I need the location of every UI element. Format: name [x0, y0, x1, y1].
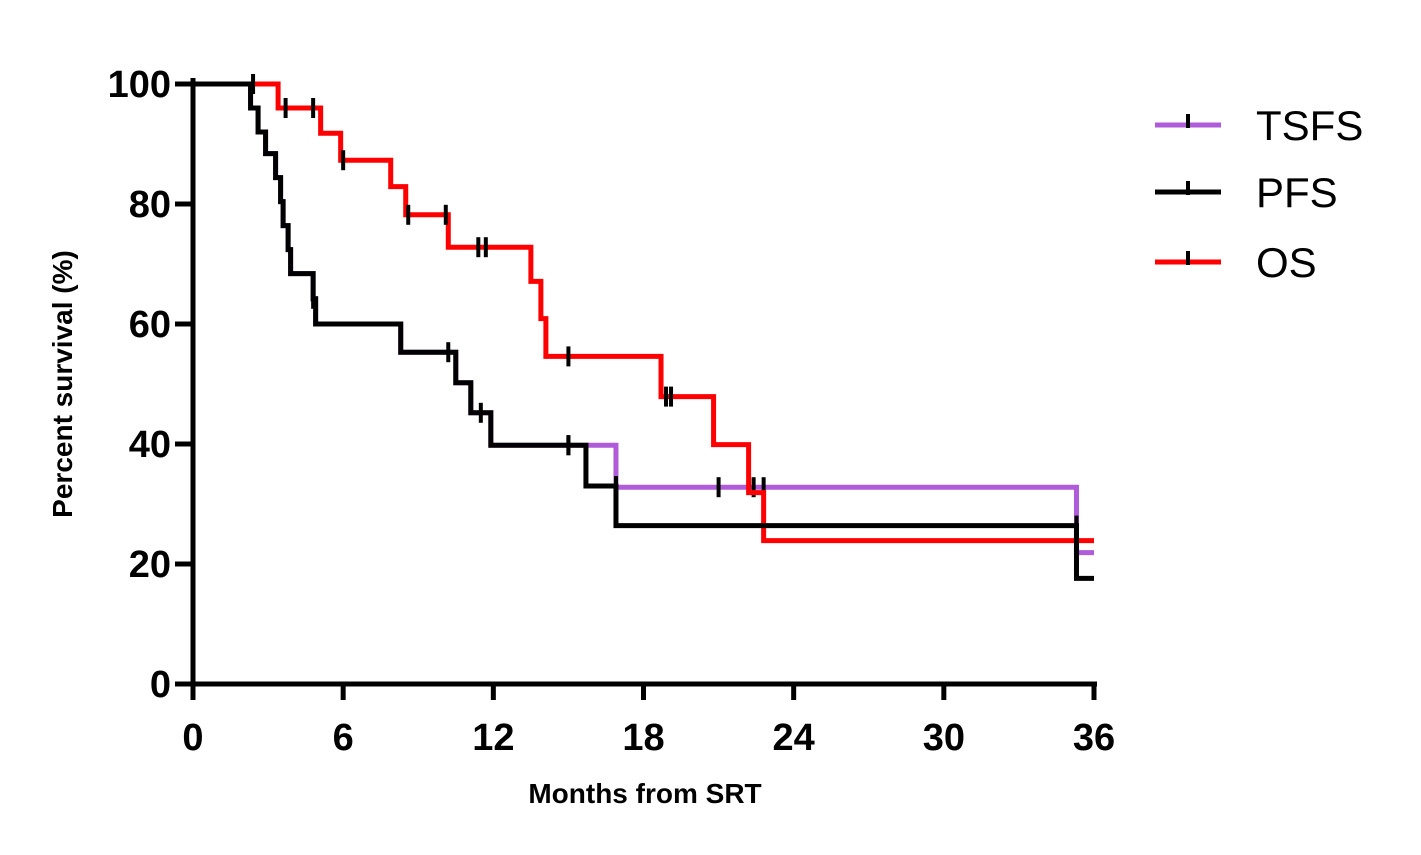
- legend: TSFS PFS OS: [1155, 102, 1363, 286]
- series-line-os: [193, 81, 1094, 544]
- x-tick-label: 24: [773, 717, 815, 759]
- x-tick-label: 6: [333, 717, 354, 759]
- legend-label: OS: [1256, 239, 1317, 286]
- y-tick-label: 40: [129, 424, 171, 466]
- y-tick-label: 0: [150, 664, 171, 706]
- x-axis-title: Months from SRT: [528, 778, 761, 809]
- x-tick-label: 30: [923, 717, 965, 759]
- y-tick-label: 80: [129, 184, 171, 226]
- legend-item-tsfs: TSFS: [1155, 102, 1363, 149]
- x-tick-label: 18: [622, 717, 664, 759]
- legend-item-pfs: PFS: [1155, 169, 1338, 216]
- y-tick-label: 100: [108, 64, 171, 106]
- y-tick-label: 60: [129, 304, 171, 346]
- plot-lines: [193, 74, 1094, 581]
- x-tick-label: 12: [472, 717, 514, 759]
- legend-label: PFS: [1256, 169, 1338, 216]
- series-line-tsfs: [193, 81, 1094, 556]
- legend-item-os: OS: [1155, 239, 1317, 286]
- x-tick-label: 36: [1073, 717, 1115, 759]
- x-ticks: 0 6 12 18 24 30 36: [182, 684, 1115, 759]
- y-tick-label: 20: [129, 544, 171, 586]
- series-line-pfs: [193, 81, 1094, 581]
- axes: [190, 78, 1097, 687]
- series-tsfs: [193, 81, 1094, 556]
- x-tick-label: 0: [182, 717, 203, 759]
- legend-label: TSFS: [1256, 102, 1363, 149]
- y-ticks: 0 20 40 60 80 100: [108, 64, 193, 706]
- series-pfs: [193, 74, 1094, 581]
- y-axis-title: Percent survival (%): [47, 250, 78, 518]
- series-os: [193, 81, 1094, 544]
